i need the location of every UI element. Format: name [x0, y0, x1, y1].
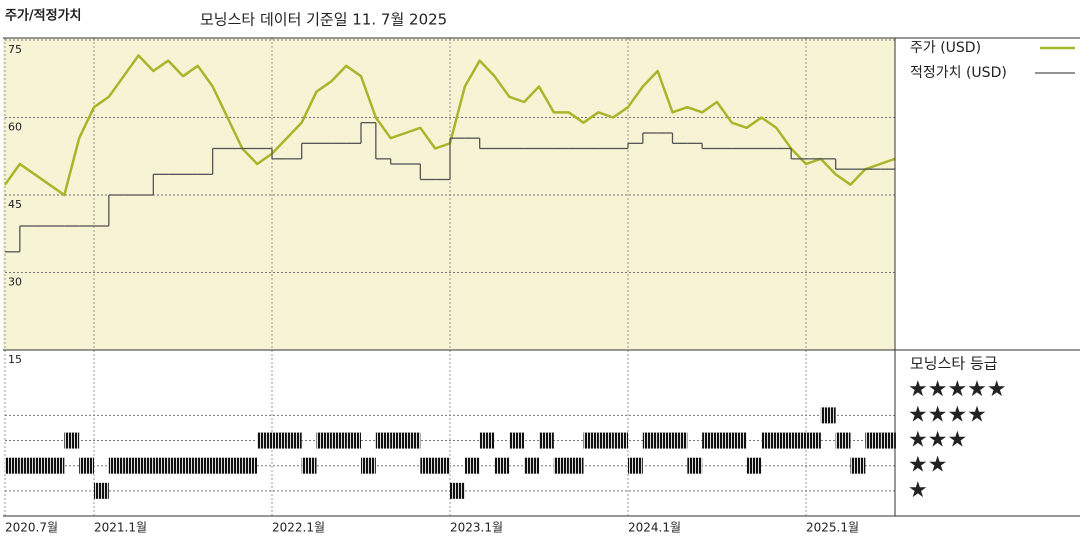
- rating-block: [123, 457, 139, 474]
- rating-block: [108, 457, 124, 474]
- rating-block: [464, 457, 480, 474]
- rating-block: [34, 457, 50, 474]
- rating-block: [806, 432, 821, 449]
- rating-block: [553, 457, 569, 474]
- rating-block: [227, 457, 243, 474]
- rating-block: [524, 457, 539, 474]
- rating-block: [361, 457, 376, 474]
- rating-legend: ★★★: [908, 428, 967, 453]
- rating-block: [316, 432, 332, 449]
- rating-block: [880, 432, 895, 449]
- rating-block: [850, 457, 866, 474]
- rating-block: [613, 432, 628, 449]
- rating-block: [509, 432, 525, 449]
- rating-block: [420, 457, 436, 474]
- rating-block: [450, 482, 465, 499]
- legend-label: 적정가치 (USD): [910, 65, 1007, 81]
- rating-block: [657, 432, 673, 449]
- rating-block: [791, 432, 806, 449]
- rating-block: [375, 432, 391, 449]
- rating-block: [346, 432, 361, 449]
- rating-block: [153, 457, 169, 474]
- x-tick-label: 2021.1월: [94, 521, 147, 535]
- rating-block: [242, 457, 258, 474]
- rating-block: [435, 457, 450, 474]
- rating-block: [212, 457, 228, 474]
- rating-block: [79, 457, 94, 474]
- frame: [3, 37, 1080, 517]
- rating-block: [390, 432, 406, 449]
- rating-block: [49, 457, 65, 474]
- rating-block: [539, 432, 554, 449]
- price-panel-bg: [3, 38, 895, 350]
- x-tick-label: 2020.7월: [5, 521, 58, 535]
- rating-block: [331, 432, 347, 449]
- x-tick-label: 2024.1월: [628, 521, 681, 535]
- rating-block: [761, 432, 777, 449]
- rating-block: [568, 457, 584, 474]
- y-tick-label: 30: [8, 276, 22, 289]
- y-tick-label: 60: [8, 121, 22, 134]
- rating-block: [286, 432, 302, 449]
- rating-block: [64, 432, 80, 449]
- rating-legend: ★★★★★: [908, 377, 1007, 402]
- rating-block: [301, 457, 317, 474]
- rating-block: [494, 457, 510, 474]
- rating-block: [138, 457, 154, 474]
- chart-title: 주가/적정가치: [5, 8, 82, 24]
- rating-block: [820, 407, 836, 424]
- chart-subtitle: 모닝스타 데이터 기준일 11. 7월 2025: [200, 11, 447, 29]
- rating-block: [776, 432, 792, 449]
- rating-block: [672, 432, 688, 449]
- rating-block: [628, 457, 643, 474]
- x-tick-label: 2023.1월: [450, 521, 503, 535]
- legend-label: 주가 (USD): [910, 40, 981, 56]
- rating-legend: ★★★★: [908, 402, 987, 427]
- rating-block: [687, 457, 703, 474]
- rating-block: [598, 432, 614, 449]
- rating-block: [583, 432, 599, 449]
- rating-block: [183, 457, 198, 474]
- rating-block: [702, 432, 717, 449]
- x-tick-label: 2025.1월: [806, 521, 859, 535]
- rating-block: [717, 432, 732, 449]
- rating-block: [746, 457, 762, 474]
- rating-title: 모닝스타 등급: [910, 355, 998, 373]
- rating-block: [642, 432, 658, 449]
- rating-block: [94, 482, 109, 499]
- rating-block: [865, 432, 881, 449]
- rating-block: [257, 432, 272, 449]
- x-tick-label: 2022.1월: [272, 521, 325, 535]
- rating-block: [835, 432, 851, 449]
- rating-block: [19, 457, 35, 474]
- rating-block: [479, 432, 495, 449]
- y-tick-label: 75: [8, 43, 22, 56]
- rating-legend: ★★: [908, 453, 947, 478]
- rating-block: [405, 432, 421, 449]
- rating-block: [197, 457, 213, 474]
- rating-legend: ★: [908, 478, 928, 503]
- rating-block: [5, 457, 20, 474]
- rating-block: [168, 457, 183, 474]
- y-tick-label: 15: [8, 353, 22, 366]
- rating-block: [272, 432, 287, 449]
- rating-block: [731, 432, 747, 449]
- y-tick-label: 45: [8, 198, 22, 211]
